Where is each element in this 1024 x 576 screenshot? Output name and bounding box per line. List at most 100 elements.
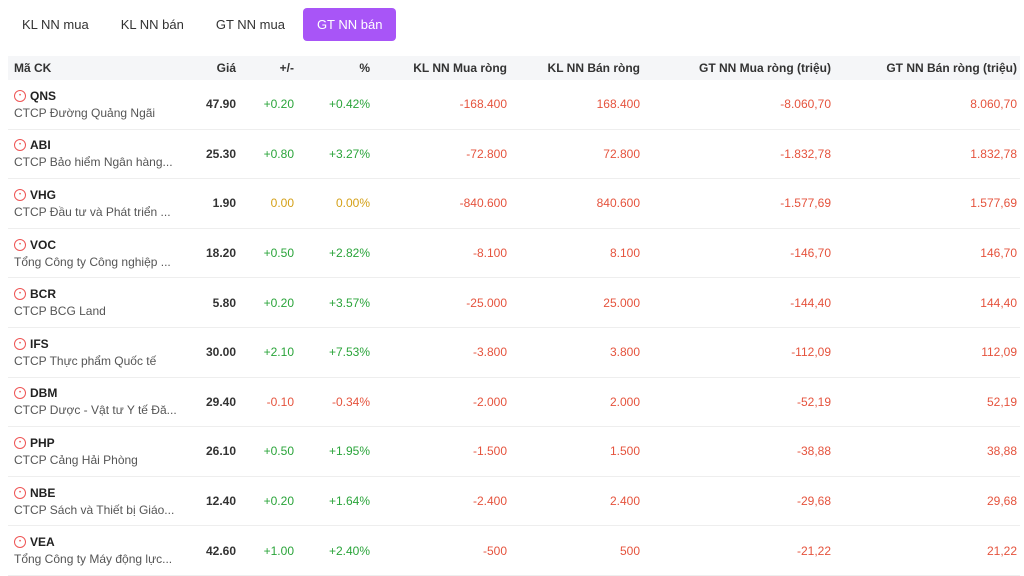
percent-cell: +7.53%: [328, 345, 370, 360]
gt-sell-cell: 1.832,78: [970, 146, 1017, 161]
table-row[interactable]: • QNS CTCP Đường Quảng Ngãi 47.90 +0.20 +0.42…: [8, 80, 1020, 130]
table-row[interactable]: • BCR CTCP BCG Land 5.80 +0.20 +3.57% -25.000 2…: [8, 278, 1020, 328]
stock-symbol[interactable]: VEA: [30, 535, 55, 550]
percent-cell: +3.27%: [328, 146, 370, 161]
tab-gt-nn-ban[interactable]: GT NN bán: [302, 8, 397, 41]
stock-logo-icon: •: [14, 288, 26, 301]
change-cell: 0.00: [270, 196, 294, 211]
symbol-cell: • VOC Tổng Công ty Công nghiệp ...: [8, 238, 178, 269]
stock-symbol[interactable]: NBE: [30, 485, 56, 500]
kl-buy-cell: -72.800: [466, 146, 507, 161]
table-row[interactable]: • ABI CTCP Bảo hiểm Ngân hàng... 25.30 +0.80…: [8, 130, 1020, 180]
symbol-line: • VHG: [14, 188, 178, 202]
percent-cell: +3.57%: [328, 295, 370, 310]
percent-cell: +2.82%: [328, 246, 370, 261]
percent-cell: +0.42%: [328, 97, 370, 112]
symbol-line: • IFS: [14, 337, 178, 351]
kl-sell-cell: 2.400: [609, 494, 640, 509]
kl-buy-cell: -25.000: [466, 295, 507, 310]
kl-buy-cell: -168.400: [459, 97, 507, 112]
company-name: CTCP Đường Quảng Ngãi: [14, 105, 156, 120]
stock-logo-icon: •: [14, 188, 26, 201]
symbol-cell: • ABI CTCP Bảo hiểm Ngân hàng...: [8, 138, 178, 169]
company-name: CTCP Sách và Thiết bị Giáo...: [14, 502, 175, 517]
kl-buy-cell: -2.400: [472, 494, 507, 509]
symbol-cell: • IFS CTCP Thực phẩm Quốc tế: [8, 337, 178, 368]
price-cell: 26.10: [205, 444, 236, 459]
company-name: CTCP BCG Land: [14, 304, 106, 319]
symbol-line: • PHP: [14, 436, 178, 450]
kl-buy-cell: -8.100: [472, 246, 507, 261]
kl-sell-cell: 25.000: [603, 295, 640, 310]
symbol-line: • NBE: [14, 486, 178, 500]
header-percent[interactable]: %: [359, 61, 370, 75]
kl-buy-cell: -840.600: [459, 196, 507, 211]
price-cell: 12.40: [205, 494, 236, 509]
gt-sell-cell: 144,40: [980, 295, 1017, 310]
stock-logo-icon: •: [14, 387, 26, 400]
stock-logo-icon: •: [14, 337, 26, 350]
gt-buy-cell: -112,09: [791, 345, 831, 360]
table-row[interactable]: • PHP CTCP Cảng Hải Phòng 26.10 +0.50 +1.95% -…: [8, 427, 1020, 477]
symbol-cell: • DBM CTCP Dược - Vật tư Y tế Đă...: [8, 386, 178, 417]
change-cell: -0.10: [266, 394, 294, 409]
stock-symbol[interactable]: VHG: [30, 187, 57, 202]
symbol-line: • DBM: [14, 386, 178, 400]
header-kl-sell[interactable]: KL NN Bán ròng: [547, 61, 640, 75]
kl-sell-cell: 840.600: [596, 196, 640, 211]
header-gt-buy[interactable]: GT NN Mua ròng (triệu): [699, 61, 831, 75]
stock-symbol[interactable]: IFS: [30, 336, 49, 351]
gt-sell-cell: 21,22: [986, 543, 1017, 558]
stock-symbol[interactable]: PHP: [30, 435, 55, 450]
tab-kl-nn-mua[interactable]: KL NN mua: [22, 17, 89, 32]
percent-cell: +1.64%: [328, 494, 370, 509]
gt-sell-cell: 146,70: [980, 246, 1017, 261]
gt-buy-cell: -8.060,70: [780, 97, 831, 112]
gt-sell-cell: 112,09: [981, 345, 1017, 360]
kl-buy-cell: -500: [482, 543, 507, 558]
stock-logo-icon: •: [14, 486, 26, 499]
company-name: CTCP Cảng Hải Phòng: [14, 452, 138, 467]
header-kl-buy[interactable]: KL NN Mua ròng: [413, 61, 507, 75]
header-gt-sell[interactable]: GT NN Bán ròng (triệu): [886, 61, 1017, 75]
symbol-cell: • QNS CTCP Đường Quảng Ngãi: [8, 89, 178, 120]
price-cell: 42.60: [205, 543, 236, 558]
table-row[interactable]: • VHG CTCP Đầu tư và Phát triển ... 1.90 0.0…: [8, 179, 1020, 229]
header-change[interactable]: +/-: [279, 61, 294, 75]
company-name: CTCP Dược - Vật tư Y tế Đă...: [14, 403, 177, 418]
kl-sell-cell: 1.500: [609, 444, 640, 459]
gt-sell-cell: 38,88: [986, 444, 1017, 459]
table-row[interactable]: • VEA Tổng Công ty Máy động lực... 42.60 +1.…: [8, 526, 1020, 576]
tab-gt-nn-mua[interactable]: GT NN mua: [215, 17, 285, 32]
change-cell: +0.20: [263, 97, 294, 112]
table-row[interactable]: • NBE CTCP Sách và Thiết bị Giáo... 12.40 +0…: [8, 477, 1020, 527]
stock-symbol[interactable]: DBM: [30, 386, 58, 401]
gt-buy-cell: -144,40: [790, 295, 831, 310]
table-row[interactable]: • IFS CTCP Thực phẩm Quốc tế 30.00 +2.10 +7.5…: [8, 328, 1020, 378]
gt-buy-cell: -21,22: [796, 543, 831, 558]
symbol-line: • BCR: [14, 287, 178, 301]
header-price[interactable]: Giá: [216, 61, 236, 75]
stock-symbol[interactable]: QNS: [30, 88, 57, 103]
table-row[interactable]: • VOC Tổng Công ty Công nghiệp ... 18.20 +0.…: [8, 229, 1020, 279]
change-cell: +0.50: [263, 246, 294, 261]
table-row[interactable]: • DBM CTCP Dược - Vật tư Y tế Đă... 29.40 -0…: [8, 378, 1020, 428]
tab-bar: KL NN mua KL NN bán GT NN mua GT NN bán: [8, 8, 397, 41]
company-name: Tổng Công ty Công nghiệp ...: [14, 254, 171, 269]
header-symbol[interactable]: Mã CK: [14, 61, 52, 75]
stock-logo-icon: •: [14, 436, 26, 449]
kl-sell-cell: 3.800: [609, 345, 640, 360]
tab-kl-nn-ban[interactable]: KL NN bán: [120, 17, 184, 32]
symbol-line: • VOC: [14, 238, 178, 252]
symbol-cell: • PHP CTCP Cảng Hải Phòng: [8, 436, 178, 467]
company-name: CTCP Đầu tư và Phát triển ...: [14, 204, 171, 219]
stock-symbol[interactable]: ABI: [30, 138, 51, 153]
stock-symbol[interactable]: VOC: [30, 237, 57, 252]
price-cell: 25.30: [205, 146, 236, 161]
stock-logo-icon: •: [14, 536, 26, 549]
foreign-trading-table: Mã CK Giá +/- % KL NN Mua ròng KL NN Bán…: [8, 56, 1020, 576]
table-body: • QNS CTCP Đường Quảng Ngãi 47.90 +0.20 +0.42…: [8, 80, 1020, 576]
kl-sell-cell: 500: [619, 543, 640, 558]
kl-buy-cell: -1.500: [472, 444, 507, 459]
stock-symbol[interactable]: BCR: [30, 287, 56, 302]
